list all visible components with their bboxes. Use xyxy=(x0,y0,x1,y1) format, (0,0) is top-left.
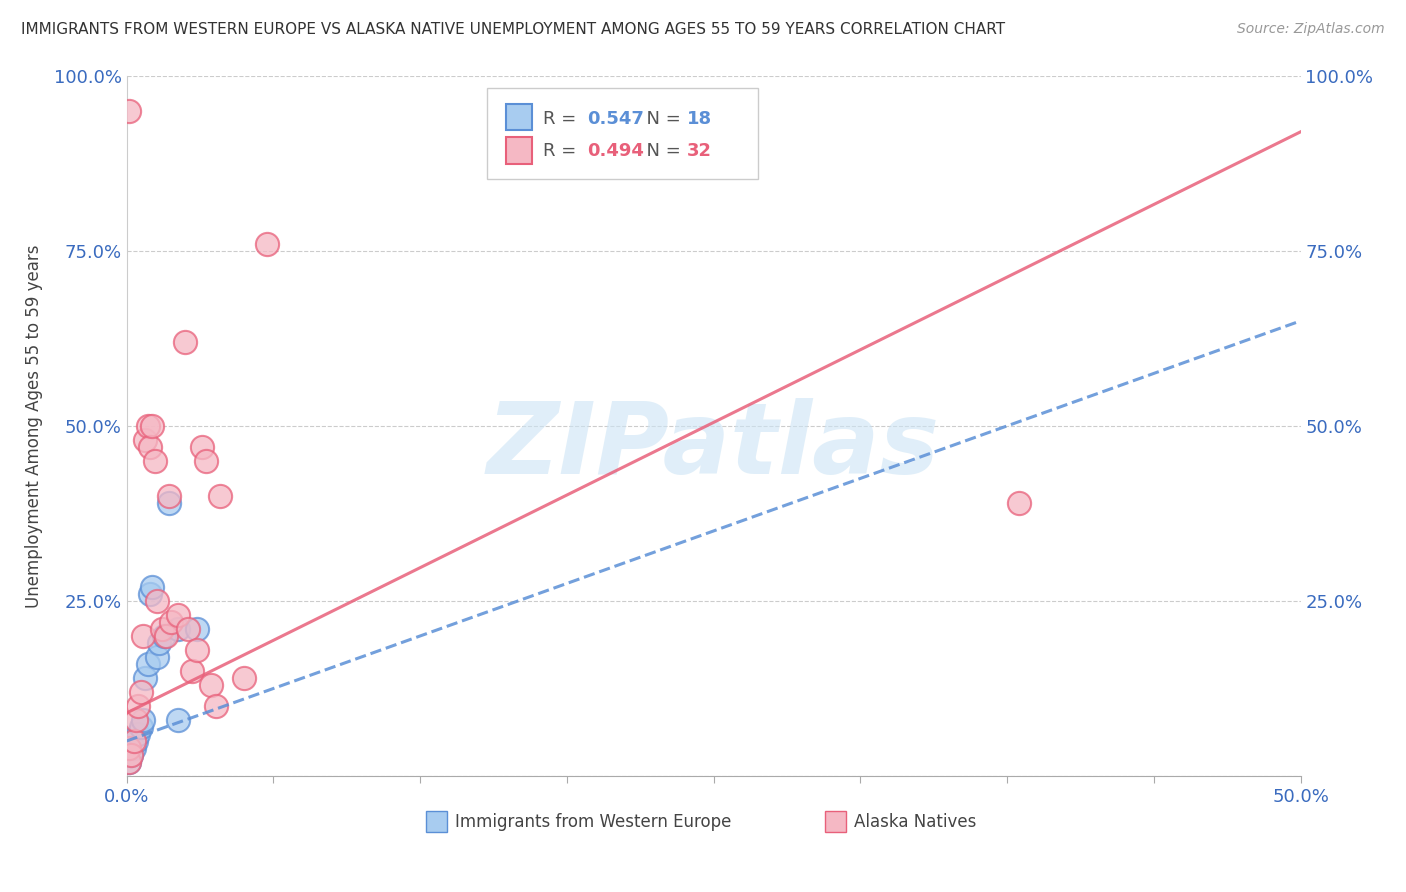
Text: R =: R = xyxy=(543,110,582,128)
Point xyxy=(132,629,155,643)
Point xyxy=(186,622,208,636)
Point xyxy=(167,607,190,622)
Point xyxy=(136,657,159,671)
Point xyxy=(256,236,278,251)
FancyBboxPatch shape xyxy=(486,87,758,179)
Point xyxy=(127,727,149,741)
Point xyxy=(141,418,163,433)
Point xyxy=(153,629,176,643)
Bar xyxy=(825,811,846,832)
Point xyxy=(127,699,149,714)
Point xyxy=(125,734,148,748)
Point xyxy=(157,496,180,510)
Point xyxy=(157,489,180,503)
Point xyxy=(167,713,190,727)
Point xyxy=(118,755,141,769)
Point xyxy=(204,699,226,714)
Point xyxy=(141,580,163,594)
Point xyxy=(118,103,141,118)
Point xyxy=(181,664,204,678)
Point xyxy=(167,622,190,636)
Bar xyxy=(426,811,447,832)
Point xyxy=(134,671,156,685)
Text: Alaska Natives: Alaska Natives xyxy=(855,813,977,830)
Point xyxy=(174,334,197,349)
Point xyxy=(118,755,141,769)
Point xyxy=(195,454,218,468)
Point xyxy=(136,418,159,433)
Point xyxy=(233,671,256,685)
Point xyxy=(146,650,169,665)
Text: R =: R = xyxy=(543,142,582,160)
Point xyxy=(120,747,142,762)
Point xyxy=(139,587,162,601)
Point xyxy=(125,713,148,727)
Bar xyxy=(506,137,531,164)
Point xyxy=(155,629,177,643)
Point xyxy=(1008,496,1031,510)
Text: N =: N = xyxy=(636,110,686,128)
Point xyxy=(129,685,152,699)
Point xyxy=(134,433,156,447)
Point xyxy=(122,741,145,756)
Bar xyxy=(506,103,531,130)
Point xyxy=(129,720,152,734)
Point xyxy=(143,454,166,468)
Text: 18: 18 xyxy=(686,110,711,128)
Text: 0.494: 0.494 xyxy=(586,142,644,160)
Text: N =: N = xyxy=(636,142,686,160)
Text: Source: ZipAtlas.com: Source: ZipAtlas.com xyxy=(1237,22,1385,37)
Point xyxy=(150,622,173,636)
Point xyxy=(176,622,198,636)
Point xyxy=(122,734,145,748)
Point xyxy=(148,636,170,650)
Text: 32: 32 xyxy=(686,142,711,160)
Text: ZIPatlas: ZIPatlas xyxy=(486,399,941,495)
Point xyxy=(146,594,169,608)
Text: 0.547: 0.547 xyxy=(586,110,644,128)
Y-axis label: Unemployment Among Ages 55 to 59 years: Unemployment Among Ages 55 to 59 years xyxy=(24,244,42,607)
Point xyxy=(190,440,212,454)
Point xyxy=(132,713,155,727)
Point xyxy=(120,747,142,762)
Point xyxy=(209,489,232,503)
Point xyxy=(186,643,208,657)
Point xyxy=(139,440,162,454)
Point xyxy=(118,741,141,756)
Point xyxy=(160,615,183,629)
Text: Immigrants from Western Europe: Immigrants from Western Europe xyxy=(456,813,731,830)
Text: IMMIGRANTS FROM WESTERN EUROPE VS ALASKA NATIVE UNEMPLOYMENT AMONG AGES 55 TO 59: IMMIGRANTS FROM WESTERN EUROPE VS ALASKA… xyxy=(21,22,1005,37)
Point xyxy=(200,678,222,692)
